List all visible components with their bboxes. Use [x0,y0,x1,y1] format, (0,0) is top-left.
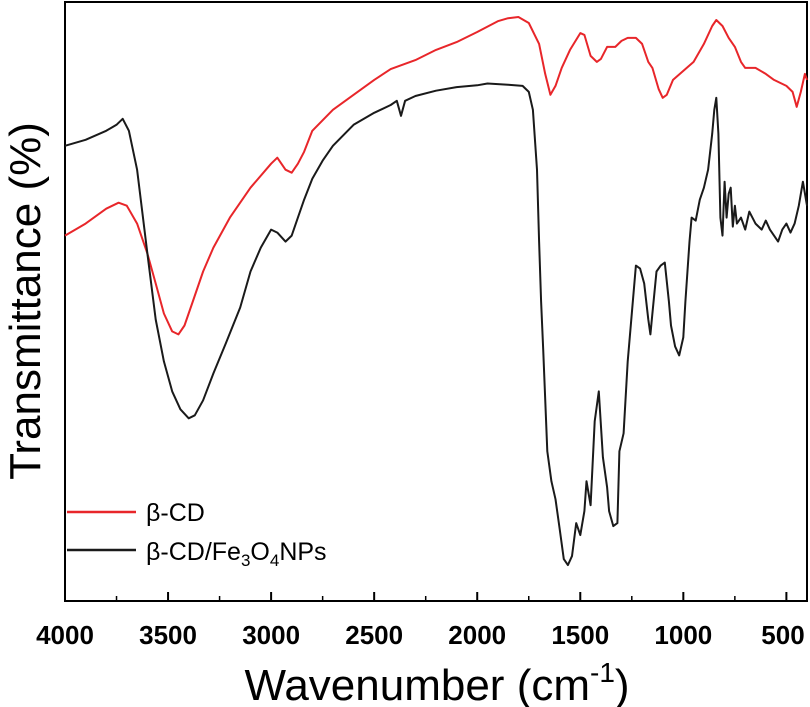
legend-text-part: NPs [279,538,326,566]
x-axis-title: Wavenumber (cm-1) [244,657,629,707]
x-axis: 4000 3500 3000 2500 2000 1500 1000 500 [36,592,805,650]
x-tick-label: 1500 [551,620,609,650]
plot-frame [64,1,808,602]
legend-label-beta-cd-fe3o4: β-CD/Fe3O4NPs [146,538,327,570]
x-tick-label: 3000 [242,620,300,650]
x-tick-label: 2000 [448,620,506,650]
x-tick-label: 2500 [345,620,403,650]
x-axis-title-superscript: -1 [590,657,615,688]
series-line-0 [64,16,808,336]
y-axis-title: Transmittance (%) [1,122,50,480]
series-layer [64,16,808,567]
x-axis-title-close: ) [615,661,630,707]
x-tick-label: 500 [761,620,804,650]
x-axis-title-main: Wavenumber (cm [244,661,590,707]
legend-text-part: O [250,538,269,566]
legend-subscript: 4 [270,551,279,570]
legend-subscript: 3 [241,551,250,570]
x-tick-label: 4000 [36,620,94,650]
series-line-1 [64,82,808,567]
legend: β-CD β-CD/Fe3O4NPs [67,499,327,570]
legend-text-part: β-CD/Fe [146,538,241,566]
x-tick-label: 3500 [139,620,197,650]
legend-label-beta-cd: β-CD [146,499,205,527]
x-tick-label: 1000 [654,620,712,650]
